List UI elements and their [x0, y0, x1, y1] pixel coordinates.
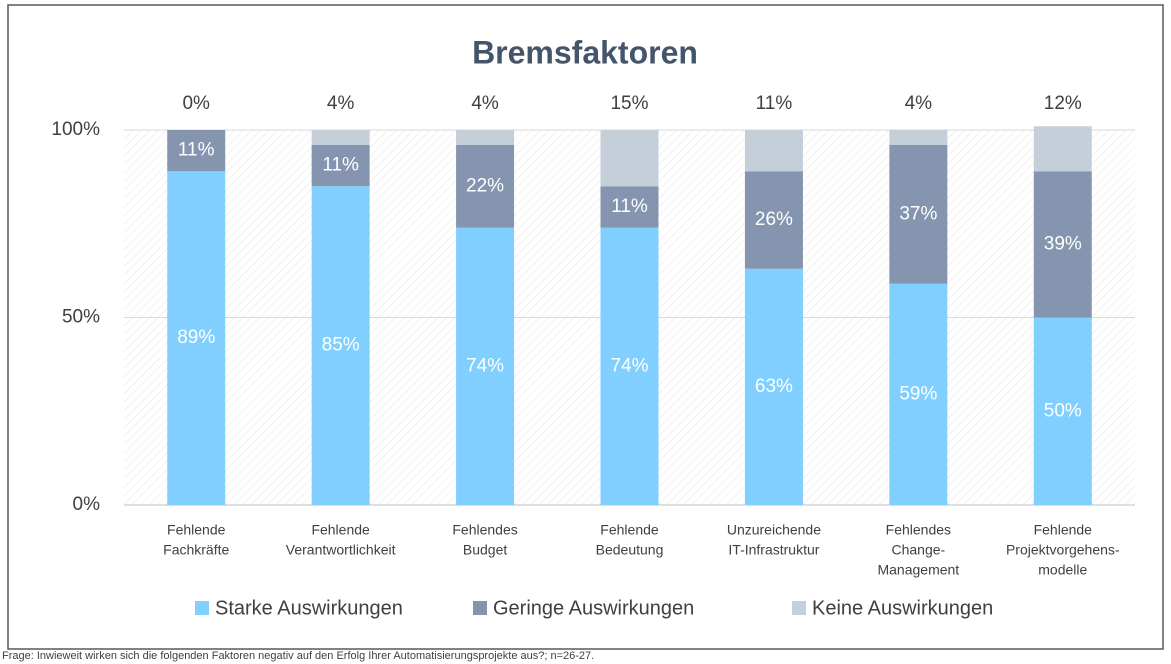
y-tick-label: 0%: [73, 494, 101, 515]
x-tick-label: Fehlende: [1034, 522, 1093, 538]
data-label: 11%: [322, 155, 359, 176]
bar-segment: [600, 130, 659, 187]
bar-segment: [744, 268, 803, 505]
data-label: 59%: [899, 383, 937, 404]
legend-label: Geringe Auswirkungen: [493, 597, 694, 619]
data-label: 85%: [322, 335, 360, 356]
data-label: 15%: [610, 93, 648, 114]
bar-segment: [889, 283, 948, 505]
bar-segment: [311, 130, 370, 145]
data-label: 74%: [466, 355, 504, 376]
bar-segment: [1033, 171, 1092, 318]
data-label: 50%: [1044, 400, 1082, 421]
legend-swatch: [195, 601, 209, 615]
data-label: 39%: [1044, 233, 1082, 254]
data-label: 11%: [611, 196, 648, 217]
y-tick-label: 100%: [51, 119, 100, 140]
x-tick-label: Unzureichende: [727, 522, 821, 538]
legend-swatch: [473, 601, 487, 615]
x-tick-label: modelle: [1038, 562, 1087, 578]
data-label: 22%: [466, 175, 504, 196]
x-tick-label: Fehlende: [311, 522, 370, 538]
x-tick-label: Projektvorgehens-: [1006, 542, 1120, 558]
bar-segment: [456, 227, 515, 505]
x-tick-label: Fehlende: [167, 522, 226, 538]
footnote: Frage: Inwieweit wirken sich die folgend…: [2, 650, 594, 662]
x-tick-label: Management: [877, 562, 959, 578]
x-tick-label: Verantwortlichkeit: [286, 542, 396, 558]
x-tick-label: Change-: [892, 542, 946, 558]
x-tick-label: Fehlende: [600, 522, 659, 538]
bar-segment: [889, 145, 948, 284]
bar-segment: [167, 171, 226, 505]
bar-segment: [167, 130, 226, 172]
y-tick-label: 50%: [62, 307, 100, 328]
legend-label: Keine Auswirkungen: [812, 597, 993, 619]
x-tick-label: Budget: [463, 542, 507, 558]
data-label: 63%: [755, 376, 793, 397]
legend-label: Starke Auswirkungen: [215, 597, 403, 619]
data-label: 11%: [756, 93, 793, 114]
data-label: 4%: [327, 93, 355, 114]
bar-segment: [311, 145, 370, 187]
x-tick-label: Bedeutung: [596, 542, 664, 558]
bar-segment: [1033, 126, 1092, 172]
data-label: 11%: [178, 140, 215, 161]
bar-segment: [456, 130, 515, 145]
data-label: 37%: [899, 203, 937, 224]
data-label: 89%: [177, 327, 215, 348]
x-tick-label: Fehlendes: [886, 522, 951, 538]
legend-swatch: [792, 601, 806, 615]
bar-segment: [744, 171, 803, 269]
data-label: 74%: [610, 355, 648, 376]
x-tick-label: Fachkräfte: [163, 542, 229, 558]
bar-segment: [600, 186, 659, 228]
x-tick-label: IT-Infrastruktur: [728, 542, 819, 558]
data-label: 0%: [182, 93, 210, 114]
bar-segment: [456, 145, 515, 228]
data-label: 4%: [471, 93, 499, 114]
bar-segment: [311, 186, 370, 505]
bar-segment: [889, 130, 948, 145]
data-label: 4%: [905, 93, 933, 114]
x-tick-label: Fehlendes: [452, 522, 517, 538]
bar-segment: [1033, 317, 1092, 505]
data-label: 12%: [1044, 93, 1082, 114]
bar-segment: [744, 130, 803, 172]
chart-title: Bremsfaktoren: [472, 34, 698, 70]
bar-segment: [600, 227, 659, 505]
data-label: 26%: [755, 209, 793, 230]
